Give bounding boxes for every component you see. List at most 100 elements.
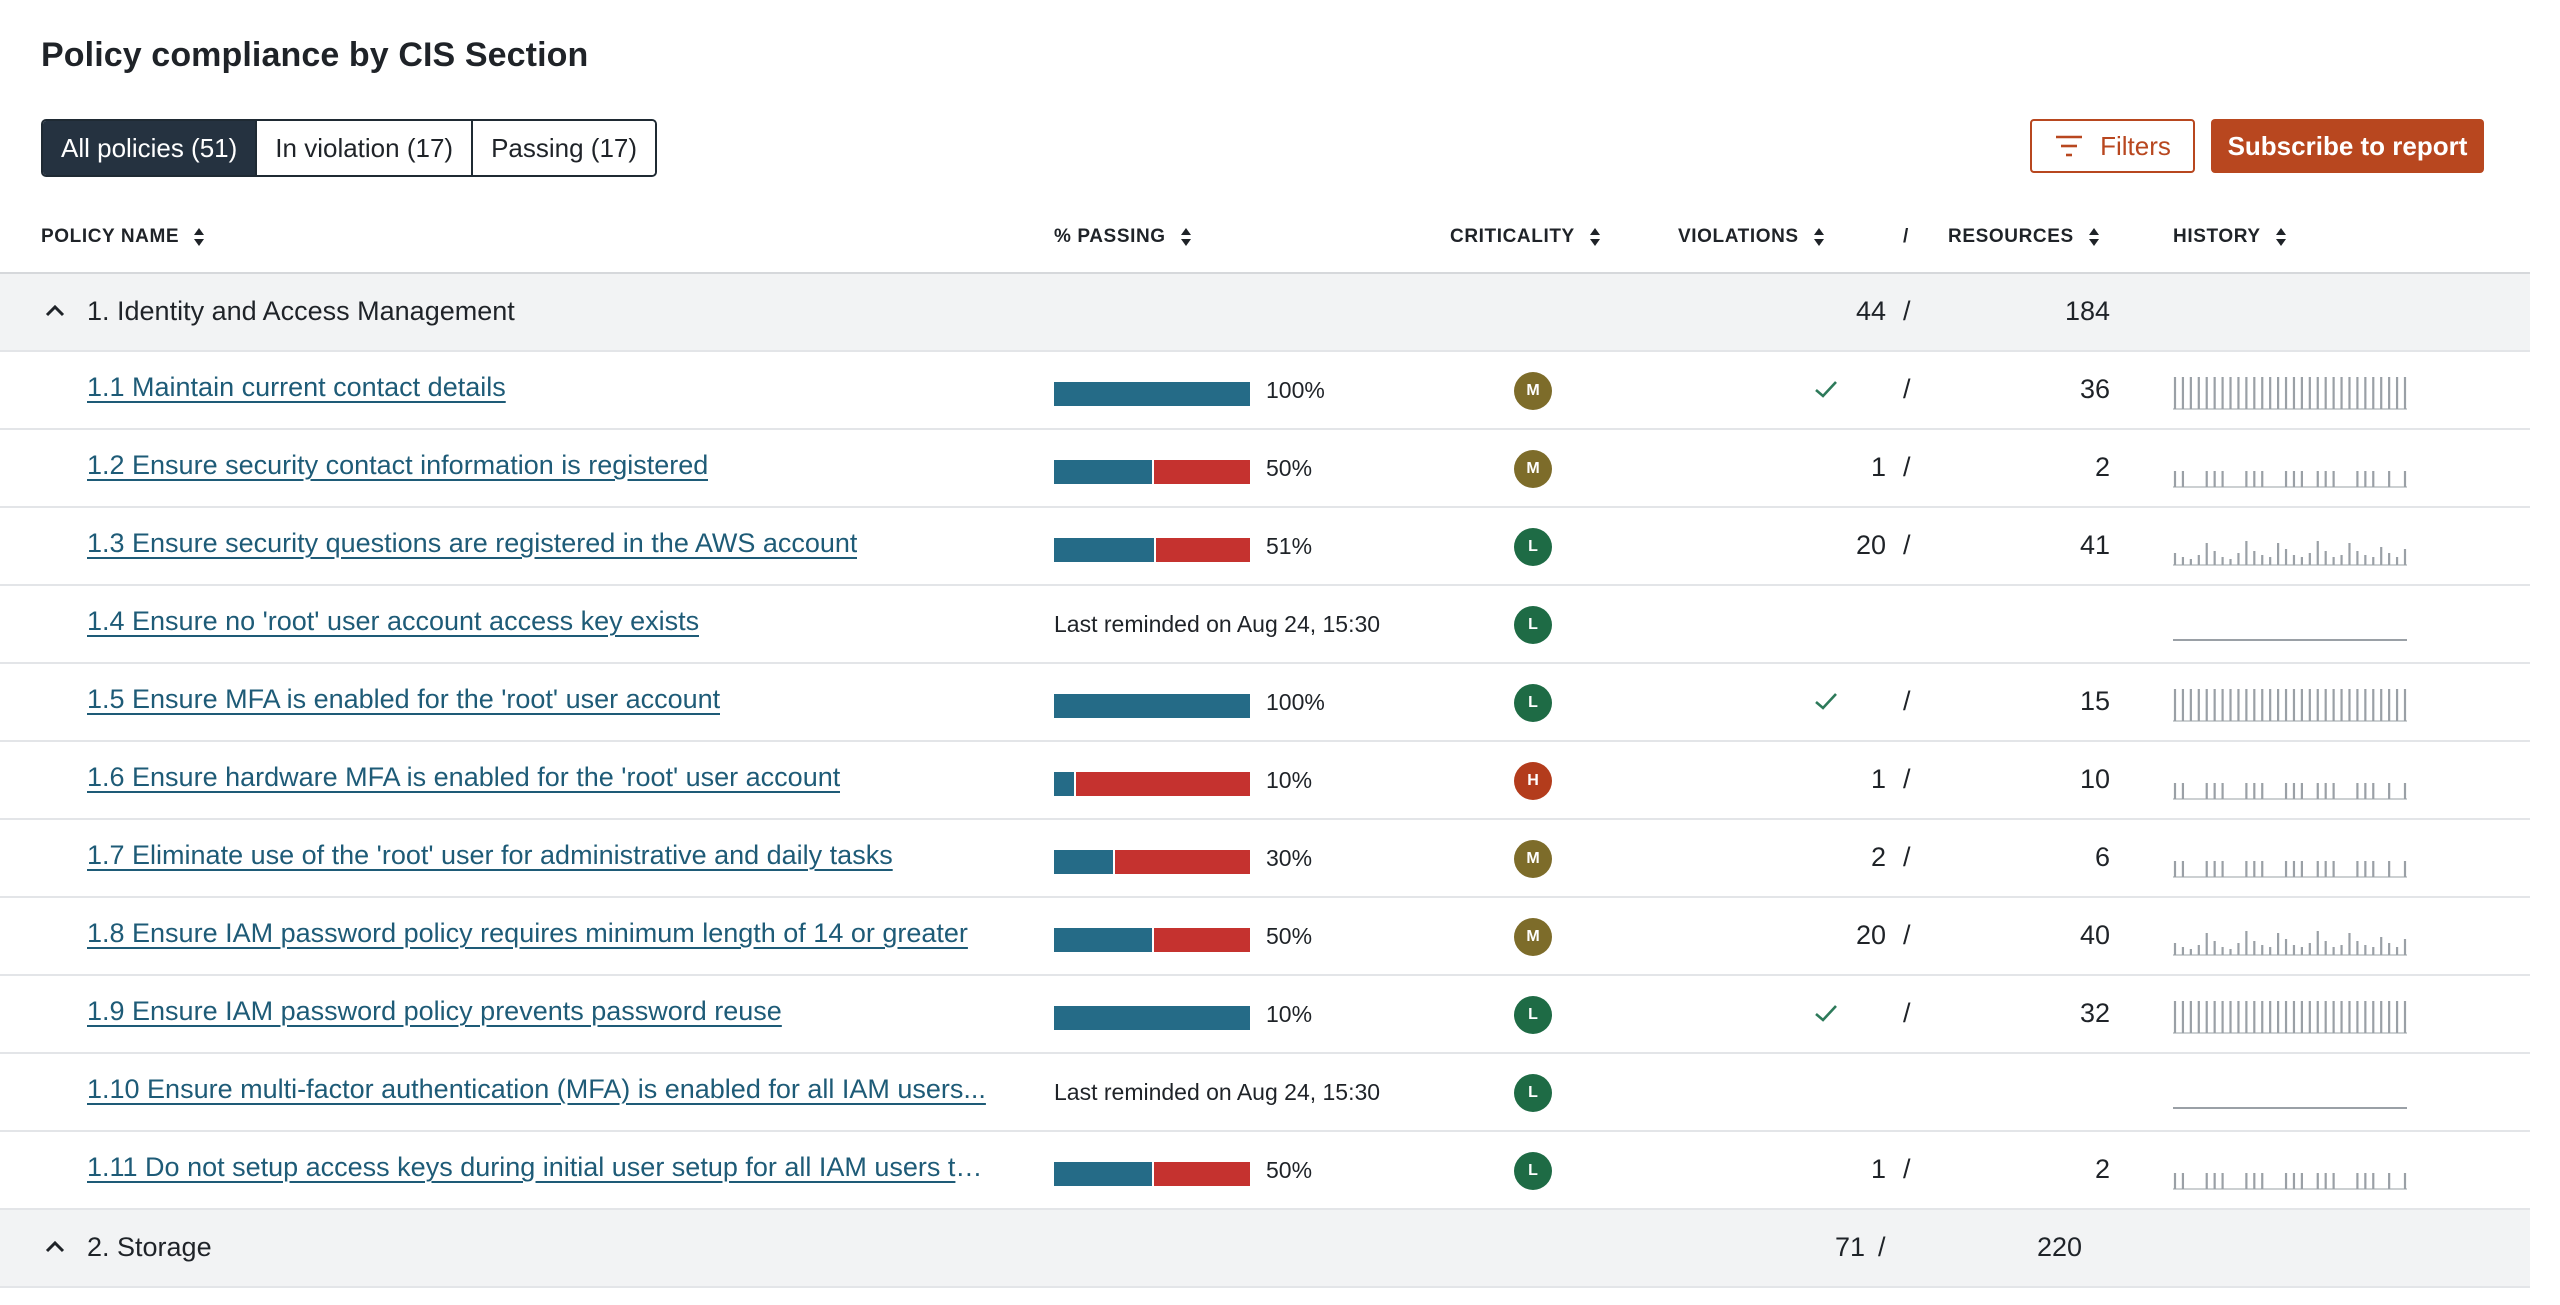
resources-count: 40 (2079, 920, 2110, 950)
violations-count: 20 (1855, 530, 1886, 560)
passing-bar-pass (1054, 772, 1074, 796)
passing-percent: 10% (1266, 767, 1313, 793)
policy-link[interactable]: 1.1 Maintain current contact details (87, 372, 506, 402)
separator: / (1878, 1232, 1886, 1262)
violations-count: 2 (1870, 842, 1886, 872)
page-title: Policy compliance by CIS Section (41, 36, 589, 74)
column-header-passing[interactable]: % PASSING (1054, 226, 1192, 248)
history-sparkline (2173, 1173, 2407, 1190)
criticality-badge: M (1514, 372, 1552, 410)
separator: / (1903, 686, 1911, 716)
column-header-resources[interactable]: RESOURCES (1948, 226, 2100, 248)
passing-bar-pass (1054, 538, 1154, 562)
table-header: POLICY NAME % PASSING CRITICALITY VIOLAT… (0, 200, 2530, 274)
group-name: 2. Storage (87, 1232, 212, 1262)
policy-filter-tabs: All policies (51) In violation (17) Pass… (41, 119, 658, 177)
passing-percent: 50% (1266, 923, 1313, 949)
passing-bar (1054, 382, 1250, 406)
policy-table: POLICY NAME % PASSING CRITICALITY VIOLAT… (0, 200, 2530, 1288)
passing-bar (1054, 850, 1250, 874)
table-row: 1.4 Ensure no 'root' user account access… (0, 586, 2530, 664)
separator: / (1903, 296, 1911, 326)
history-sparkline (2173, 639, 2407, 641)
group-violations: 44 (1855, 296, 1886, 326)
check-icon (1815, 693, 1837, 710)
group-row[interactable]: 1. Identity and Access Management 44 / 184 (0, 274, 2530, 352)
resources-count: 2 (2094, 1154, 2110, 1184)
history-sparkline (2173, 1107, 2407, 1109)
passing-bar (1054, 1006, 1250, 1030)
group-resources: 220 (2036, 1232, 2082, 1262)
passing-percent: 50% (1266, 455, 1313, 481)
sort-icon (2275, 228, 2286, 246)
chevron-up-icon[interactable] (40, 1232, 70, 1262)
resources-count: 15 (2079, 686, 2110, 716)
policy-link[interactable]: 1.9 Ensure IAM password policy prevents … (87, 996, 782, 1026)
filters-label: Filters (2100, 130, 2171, 161)
column-header-history[interactable]: HISTORY (2173, 226, 2287, 248)
criticality-badge: L (1514, 1074, 1552, 1112)
sort-icon (1813, 228, 1824, 246)
sort-icon (1589, 228, 1600, 246)
passing-bar (1054, 772, 1250, 796)
separator: / (1903, 530, 1911, 560)
policy-link[interactable]: 1.11 Do not setup access keys during ini… (87, 1152, 992, 1182)
column-header-violations[interactable]: VIOLATIONS (1678, 226, 1825, 248)
passing-bar-fail (1156, 538, 1250, 562)
table-row: 1.9 Ensure IAM password policy prevents … (0, 976, 2530, 1054)
sort-icon (194, 228, 205, 246)
column-header-criticality[interactable]: CRITICALITY (1450, 226, 1601, 248)
subscribe-report-button[interactable]: Subscribe to report (2211, 119, 2484, 173)
history-sparkline (2173, 541, 2407, 566)
tab-passing[interactable]: Passing (17) (473, 121, 656, 175)
passing-bar-fail (1154, 460, 1250, 484)
passing-bar (1054, 538, 1250, 562)
passing-percent: 50% (1266, 1157, 1313, 1183)
column-header-policy-name[interactable]: POLICY NAME (41, 226, 205, 248)
resources-count: 2 (2094, 452, 2110, 482)
policy-link[interactable]: 1.4 Ensure no 'root' user account access… (87, 606, 700, 636)
policy-link[interactable]: 1.8 Ensure IAM password policy requires … (87, 918, 968, 948)
policy-link[interactable]: 1.7 Eliminate use of the 'root' user for… (87, 840, 893, 870)
history-sparkline (2173, 471, 2407, 488)
column-label: HISTORY (2173, 226, 2261, 247)
passing-bar-pass (1054, 382, 1250, 406)
reminder-text: Last reminded on Aug 24, 15:30 (1054, 1079, 1381, 1105)
group-row[interactable]: 2. Storage 71 / 220 (0, 1210, 2530, 1288)
criticality-badge: L (1514, 996, 1552, 1034)
check-icon (1815, 381, 1837, 398)
history-sparkline (2173, 377, 2407, 410)
separator: / (1903, 764, 1911, 794)
policy-link[interactable]: 1.3 Ensure security questions are regist… (87, 528, 858, 558)
policy-link[interactable]: 1.6 Ensure hardware MFA is enabled for t… (87, 762, 841, 792)
policy-link[interactable]: 1.5 Ensure MFA is enabled for the 'root'… (87, 684, 721, 714)
resources-count: 10 (2079, 764, 2110, 794)
violations-count: 1 (1870, 764, 1886, 794)
criticality-badge: M (1514, 450, 1552, 488)
violations-count: 1 (1870, 452, 1886, 482)
passing-percent: 100% (1266, 377, 1325, 403)
policy-link[interactable]: 1.2 Ensure security contact information … (87, 450, 709, 480)
passing-bar-pass (1054, 460, 1152, 484)
history-sparkline (2173, 931, 2407, 956)
passing-bar (1054, 694, 1250, 718)
criticality-badge: L (1514, 1152, 1552, 1190)
group-resources: 184 (2064, 296, 2110, 326)
tab-all-policies[interactable]: All policies (51) (43, 121, 258, 175)
passing-bar-fail (1154, 928, 1250, 952)
column-label: RESOURCES (1948, 226, 2074, 247)
tab-in-violation[interactable]: In violation (17) (257, 121, 474, 175)
table-row: 1.5 Ensure MFA is enabled for the 'root'… (0, 664, 2530, 742)
history-sparkline (2173, 1001, 2407, 1034)
filters-button[interactable]: Filters (2030, 119, 2195, 173)
passing-bar-pass (1054, 850, 1113, 874)
passing-percent: 100% (1266, 689, 1325, 715)
table-body: 1. Identity and Access Management 44/184 1… (0, 274, 2530, 1288)
table-row: 1.10 Ensure multi-factor authentication … (0, 1054, 2530, 1132)
history-sparkline (2173, 689, 2407, 722)
policy-link[interactable]: 1.10 Ensure multi-factor authentication … (87, 1074, 986, 1104)
table-row: 1.7 Eliminate use of the 'root' user for… (0, 820, 2530, 898)
chevron-up-icon[interactable] (40, 296, 70, 326)
passing-bar-pass (1054, 694, 1250, 718)
